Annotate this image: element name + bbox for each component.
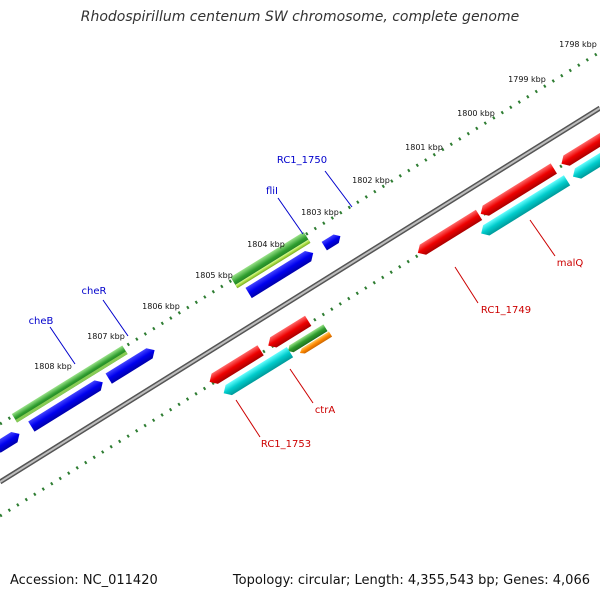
scale-label: 1798 kbp: [559, 40, 597, 49]
gene-cyan-b[interactable]: [478, 175, 571, 238]
scale-label: 1801 kbp: [405, 143, 443, 152]
gene-label-cheB[interactable]: cheB: [29, 316, 54, 327]
scale-label: 1802 kbp: [352, 176, 390, 185]
connector-ctrA: [289, 368, 314, 404]
gene-blue-a[interactable]: [321, 232, 343, 251]
label-connectors: [49, 170, 556, 438]
gene-fliI[interactable]: [230, 231, 311, 289]
scale-label: 1803 kbp: [301, 208, 339, 217]
connector-malQ: [529, 219, 556, 257]
connector-fliI: [277, 197, 304, 235]
page-title: Rhodospirillum centenum SW chromosome, c…: [80, 9, 520, 25]
gene-orange[interactable]: [298, 331, 333, 355]
scale-label: 1799 kbp: [508, 75, 546, 84]
connector-cheR: [102, 299, 129, 337]
gene-blue-c[interactable]: [105, 345, 158, 384]
gene-label-RC1_1749[interactable]: RC1_1749: [481, 305, 531, 316]
scale-label: 1808 kbp: [34, 362, 72, 371]
connector-cheB: [49, 326, 76, 365]
gene-blue-d[interactable]: [0, 429, 23, 453]
gene-label-fliI[interactable]: fliI: [266, 186, 278, 197]
scale-label: 1800 kbp: [457, 109, 495, 118]
scale-label: 1806 kbp: [142, 302, 180, 311]
gene-RC1_1750[interactable]: [245, 248, 316, 299]
chromosome-backbone-highlight: [0, 107, 600, 483]
scale-label: 1807 kbp: [87, 332, 125, 341]
gene-label-RC1_1753[interactable]: RC1_1753: [261, 439, 311, 450]
connector-RC1_1753: [235, 399, 261, 438]
gene-red-b[interactable]: [478, 163, 557, 219]
connector-RC1_1749: [454, 266, 479, 304]
accession-label: Accession: NC_011420: [10, 573, 158, 588]
gene-red-a[interactable]: [265, 315, 312, 351]
gene-label-malQ[interactable]: malQ: [557, 258, 584, 269]
gene-label-ctrA[interactable]: ctrA: [315, 405, 336, 416]
gene-cyan-c[interactable]: [570, 127, 600, 182]
gene-RC1_1749[interactable]: [415, 209, 483, 258]
gene-cheR[interactable]: [11, 345, 128, 423]
gene-RC1_1753[interactable]: [206, 345, 264, 387]
gene-blue-b[interactable]: [28, 377, 106, 432]
connector-RC1_1750: [324, 170, 353, 208]
gene-cyan-a[interactable]: [221, 347, 294, 398]
gene-ctrA[interactable]: [286, 324, 328, 354]
gene-label-cheR[interactable]: cheR: [82, 286, 107, 297]
scale-label: 1805 kbp: [195, 271, 233, 280]
scale-label: 1804 kbp: [247, 240, 285, 249]
gene-label-RC1_1750[interactable]: RC1_1750: [277, 155, 327, 166]
topology-label: Topology: circular; Length: 4,355,543 bp…: [232, 573, 590, 588]
